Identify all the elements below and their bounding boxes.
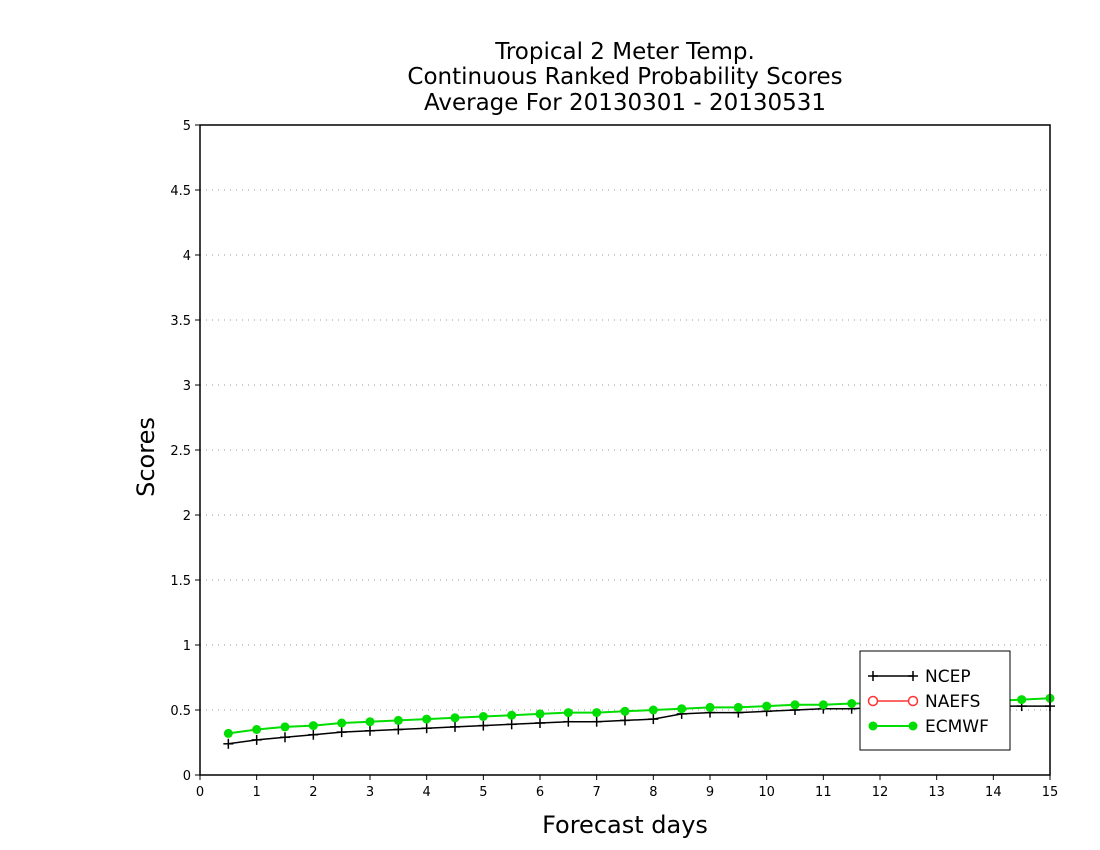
x-axis-label: Forecast days (542, 811, 708, 839)
data-point-dot (620, 706, 630, 716)
data-point-dot (252, 725, 262, 734)
x-tick-label: 6 (536, 785, 544, 800)
y-tick-label: 4 (183, 249, 191, 264)
data-point-dot (762, 701, 772, 711)
y-tick-label: 3 (183, 379, 191, 394)
data-point-circle (867, 695, 879, 707)
y-tick-label: 1.5 (170, 574, 191, 589)
data-point-dot (280, 722, 290, 732)
data-point-plus (393, 724, 404, 735)
data-point-plus (308, 729, 319, 740)
data-point-dot (337, 718, 347, 728)
legend-item-naefs: NAEFS (867, 692, 980, 712)
x-tick-label: 11 (815, 785, 832, 800)
legend-box (859, 650, 1011, 751)
data-point-dot (450, 713, 460, 723)
x-tick-label: 10 (758, 785, 775, 800)
data-point-plus (251, 734, 262, 745)
data-point-dot (535, 709, 545, 719)
x-tick-label: 12 (872, 785, 889, 800)
y-tick-label: 2.5 (170, 444, 191, 459)
data-point-plus (908, 671, 918, 681)
chart-title-line-2: Continuous Ranked Probability Scores (407, 64, 842, 90)
data-point-dot (818, 700, 828, 710)
x-tick-label: 9 (706, 785, 714, 800)
data-point-plus (450, 721, 460, 732)
y-tick-label: 1 (183, 639, 191, 654)
data-point-dot (507, 710, 517, 720)
data-point-dot (677, 704, 687, 714)
legend-label-naefs: NAEFS (925, 692, 980, 712)
x-tick-label: 3 (366, 785, 374, 800)
y-tick-label: 5 (183, 119, 191, 134)
data-point-plus (648, 714, 659, 725)
chart-title-line-1: Tropical 2 Meter Temp. (494, 39, 755, 65)
x-tick-label: 7 (593, 785, 601, 800)
x-tick-label: 5 (479, 785, 487, 800)
data-point-plus (563, 716, 574, 727)
legend: NCEP NAEFS ECMWF (859, 650, 1011, 751)
data-point-dot (308, 721, 318, 731)
x-tick-label: 2 (309, 785, 317, 800)
legend-item-ecmwf: ECMWF (868, 717, 989, 737)
data-point-plus (280, 732, 290, 743)
y-tick-label: 0.5 (170, 704, 191, 719)
data-point-plus (591, 716, 602, 727)
gridlines (200, 189, 1050, 711)
data-point-dot (422, 714, 432, 724)
x-tick-label: 14 (985, 785, 1002, 800)
legend-label-ncep: NCEP (925, 667, 971, 687)
x-tick-label: 4 (423, 785, 431, 800)
data-point-dot (478, 712, 488, 721)
data-point-plus (421, 723, 432, 734)
data-point-plus (336, 727, 347, 738)
legend-item-ncep: NCEP (868, 667, 971, 687)
x-tick-label: 13 (928, 785, 945, 800)
x-tick-label: 0 (196, 785, 204, 800)
data-point-dot (223, 728, 233, 738)
data-point-plus (535, 718, 545, 728)
x-tick-label: 8 (649, 785, 657, 800)
legend-label-ecmwf: ECMWF (925, 717, 989, 737)
data-point-dot (393, 715, 403, 725)
data-point-circle (907, 695, 919, 707)
data-point-plus (223, 738, 234, 749)
data-point-dot (563, 708, 573, 718)
y-tick-label: 4.5 (170, 184, 191, 199)
y-tick-label: 2 (183, 509, 191, 524)
data-point-dot (1017, 695, 1027, 705)
chart-title-line-3: Average For 20130301 - 20130531 (424, 90, 826, 116)
data-point-dot (868, 721, 878, 731)
data-point-plus (478, 720, 489, 731)
y-tick-label: 0 (183, 769, 191, 784)
data-point-plus (506, 719, 517, 730)
data-point-plus (868, 671, 878, 681)
data-point-dot (733, 702, 743, 712)
data-point-dot (790, 700, 800, 710)
data-point-dot (592, 708, 602, 718)
axis-ticks: 00.511.522.533.544.550 1 2 3 4 5 6 7 8 9 10 11 12 13 1… (170, 119, 1058, 800)
data-point-dot (908, 721, 918, 731)
data-point-dot (705, 702, 715, 712)
data-point-dot (847, 699, 857, 708)
x-tick-label: 15 (1042, 785, 1059, 800)
data-point-dot (648, 705, 658, 715)
y-axis-label: Scores (132, 417, 160, 497)
data-point-dot (365, 717, 375, 727)
data-point-plus (620, 715, 630, 726)
x-tick-label: 1 (253, 785, 261, 800)
y-tick-label: 3.5 (170, 314, 191, 329)
data-point-plus (365, 725, 375, 736)
